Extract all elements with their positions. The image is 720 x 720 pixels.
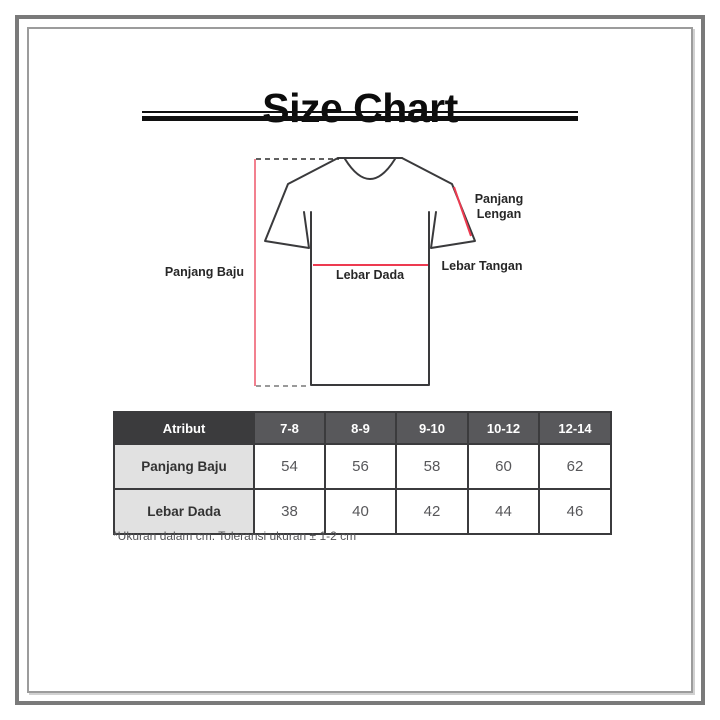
inner-frame-border (27, 27, 693, 693)
table-row-panjang-baju: Panjang Baju 54 56 58 60 62 (113, 443, 612, 490)
label-lebar-dada: Lebar Dada (335, 268, 405, 282)
value-cell: 44 (467, 488, 540, 535)
header-cell-size-3: 9-10 (395, 411, 469, 445)
label-panjang-baju: Panjang Baju (164, 265, 244, 279)
outer-frame-border (15, 15, 705, 705)
size-table: Atribut 7-8 8-9 9-10 10-12 12-14 Panjang… (113, 411, 612, 535)
title-divider (142, 111, 578, 121)
page-title: Size Chart (262, 85, 458, 132)
value-cell: 38 (253, 488, 326, 535)
header-cell-size-1: 7-8 (253, 411, 326, 445)
divider-thick-line (142, 116, 578, 121)
label-panjang-lengan: Panjang Lengan (458, 192, 540, 222)
header-cell-atribut: Atribut (113, 411, 255, 445)
label-panjang-lengan-line2: Lengan (476, 207, 522, 221)
value-cell: 40 (324, 488, 397, 535)
value-cell: 60 (467, 443, 540, 490)
header-cell-size-2: 8-9 (324, 411, 397, 445)
header-cell-size-4: 10-12 (467, 411, 540, 445)
size-table-header-row: Atribut 7-8 8-9 9-10 10-12 12-14 (113, 411, 612, 445)
row-label-panjang-baju: Panjang Baju (113, 443, 255, 490)
row-label-lebar-dada: Lebar Dada (113, 488, 255, 535)
divider-thin-line (142, 111, 578, 113)
value-cell: 42 (395, 488, 469, 535)
header-cell-size-5: 12-14 (538, 411, 612, 445)
label-lebar-tangan: Lebar Tangan (441, 259, 523, 273)
value-cell: 62 (538, 443, 612, 490)
label-panjang-lengan-line1: Panjang (474, 192, 524, 206)
value-cell: 54 (253, 443, 326, 490)
value-cell: 58 (395, 443, 469, 490)
footnote: *Ukuran dalam cm. Toleransi ukuran ± 1-2… (113, 529, 357, 543)
value-cell: 56 (324, 443, 397, 490)
value-cell: 46 (538, 488, 612, 535)
table-row-lebar-dada: Lebar Dada 38 40 42 44 46 (113, 488, 612, 535)
